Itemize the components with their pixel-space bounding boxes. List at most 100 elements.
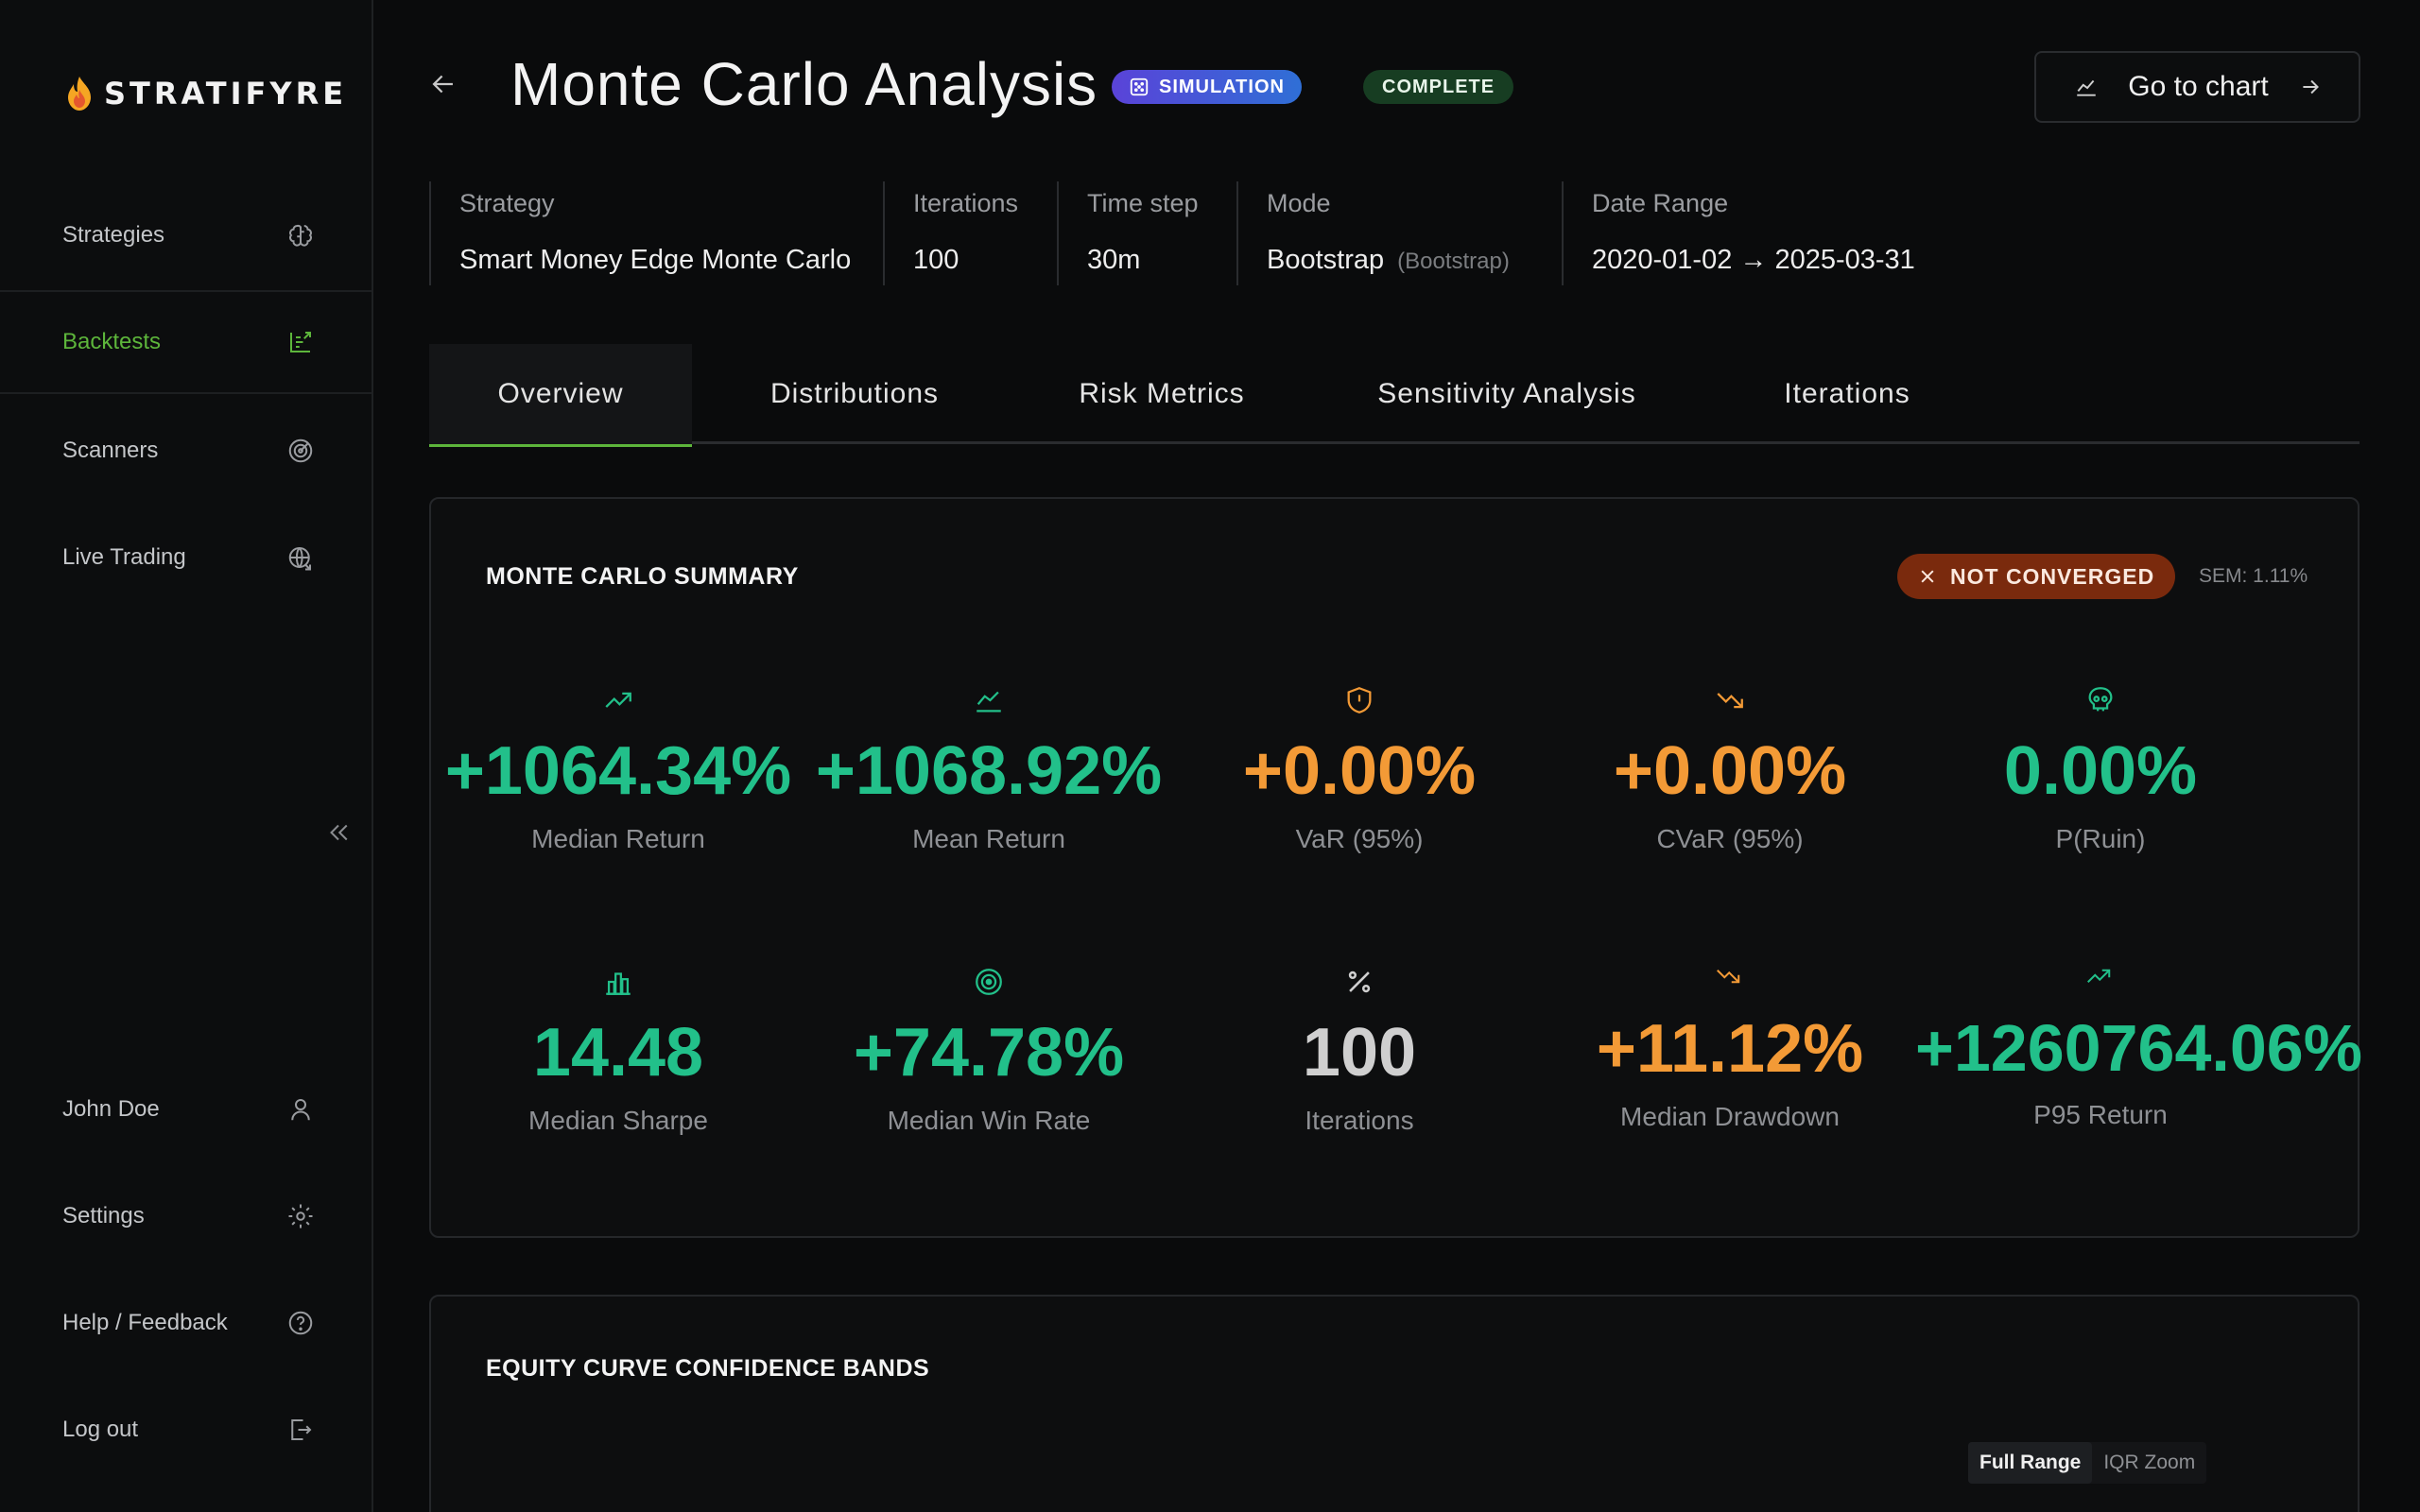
brain-icon — [286, 221, 315, 249]
target-icon — [973, 966, 1005, 998]
metric-median-sharpe: 14.48 Median Sharpe — [433, 966, 804, 1136]
sidebar-item-settings[interactable]: Settings — [0, 1164, 372, 1268]
simulation-badge-label: SIMULATION — [1159, 76, 1285, 97]
metric-label: Median Return — [531, 824, 705, 853]
sidebar-item-live-trading[interactable]: Live Trading — [0, 506, 372, 610]
sidebar-item-scanners[interactable]: Scanners — [0, 399, 372, 503]
percent-icon — [1343, 966, 1375, 998]
brand-logo[interactable]: STRATIFYRE — [62, 70, 347, 117]
monte-carlo-summary-card: MONTE CARLO SUMMARY NOT CONVERGED SEM: 1… — [429, 497, 2362, 1238]
metric-value: +74.78% — [853, 1015, 1125, 1091]
tab-risk-metrics[interactable]: Risk Metrics — [1079, 378, 1245, 409]
info-label: Iterations — [913, 189, 1019, 217]
metric-median-return: +1064.34% Median Return — [433, 684, 804, 854]
info-value: 2020-01-02 → 2025-03-31 — [1592, 245, 1915, 275]
sidebar-item-logout[interactable]: Log out — [0, 1378, 372, 1482]
convergence-badge: NOT CONVERGED — [1897, 554, 2176, 599]
info-value: 100 — [913, 245, 959, 275]
info-date-range: Date Range 2020-01-02 → 2025-03-31 — [1562, 181, 1959, 285]
info-value: 30m — [1087, 245, 1141, 275]
convergence-label: NOT CONVERGED — [1950, 563, 2155, 589]
metric-p-ruin: 0.00% P(Ruin) — [1915, 684, 2286, 854]
mode-subvalue: (Bootstrap) — [1397, 249, 1510, 274]
iqr-zoom-button[interactable]: IQR Zoom — [2103, 1452, 2196, 1473]
info-label: Date Range — [1592, 189, 1729, 217]
info-mode: Mode Bootstrap (Bootstrap) — [1236, 181, 1562, 285]
info-label: Mode — [1267, 189, 1331, 217]
metric-label: Median Drawdown — [1620, 1102, 1840, 1131]
sidebar-item-help[interactable]: Help / Feedback — [0, 1271, 372, 1375]
tab-sensitivity-analysis[interactable]: Sensitivity Analysis — [1377, 378, 1636, 409]
metric-value: +1068.92% — [815, 733, 1163, 809]
go-to-chart-button[interactable]: Go to chart — [2034, 51, 2360, 123]
card-title: MONTE CARLO SUMMARY — [486, 563, 799, 590]
metric-label: P95 Return — [2033, 1100, 2168, 1129]
sidebar-item-label: Help / Feedback — [62, 1310, 228, 1335]
tab-distributions[interactable]: Distributions — [769, 378, 940, 409]
metric-p95-return: +1260764.06% P95 Return — [1915, 962, 2362, 1130]
collapse-sidebar-icon[interactable] — [324, 818, 353, 847]
sidebar-item-strategies[interactable]: Strategies — [0, 183, 372, 287]
metric-value: +1064.34% — [444, 733, 792, 809]
dice-icon — [1129, 77, 1150, 97]
sidebar: STRATIFYRE Strategies Backtests Scanners… — [0, 0, 373, 1512]
sidebar-item-backtests[interactable]: Backtests — [0, 290, 372, 394]
arrow-right-icon — [2298, 75, 2323, 99]
tab-bar: Overview Distributions Risk Metrics Sens… — [429, 344, 2360, 447]
metric-value: +1260764.06% — [1915, 1011, 2362, 1085]
brand-name: STRATIFYRE — [104, 76, 348, 112]
globe-icon — [286, 543, 315, 572]
simulation-badge: SIMULATION — [1112, 70, 1302, 104]
sidebar-item-label: Live Trading — [62, 544, 186, 570]
info-timestep: Time step 30m — [1057, 181, 1236, 285]
metric-label: VaR (95%) — [1295, 824, 1424, 853]
info-label: Time step — [1087, 189, 1199, 217]
sidebar-item-label: John Doe — [62, 1096, 160, 1122]
tab-iterations[interactable]: Iterations — [1784, 378, 1910, 409]
help-icon — [286, 1309, 315, 1337]
sidebar-item-label: Strategies — [62, 222, 165, 248]
info-value: Smart Money Edge Monte Carlo — [459, 245, 852, 275]
info-iterations: Iterations 100 — [883, 181, 1057, 285]
metric-label: Iterations — [1305, 1106, 1414, 1135]
sem-value: SEM: 1.11% — [2199, 565, 2308, 587]
metric-value: +0.00% — [1613, 733, 1847, 809]
area-chart-icon — [973, 684, 1005, 716]
status-badge: COMPLETE — [1363, 70, 1514, 104]
metric-value: +0.00% — [1242, 733, 1477, 809]
full-range-button[interactable]: Full Range — [1968, 1442, 2093, 1484]
info-value: Bootstrap (Bootstrap) — [1267, 245, 1562, 276]
shield-icon — [1343, 684, 1375, 716]
metric-label: CVaR (95%) — [1656, 824, 1804, 853]
metric-median-drawdown: +11.12% Median Drawdown — [1545, 962, 1915, 1132]
metric-value: 0.00% — [2003, 733, 2198, 809]
equity-curve-card: EQUITY CURVE CONFIDENCE BANDS Full Range… — [429, 1295, 2360, 1512]
back-arrow-icon[interactable] — [427, 68, 459, 100]
trend-down-icon — [1714, 962, 1746, 994]
radar-icon — [286, 437, 315, 465]
metric-median-win-rate: +74.78% Median Win Rate — [804, 966, 1174, 1136]
metric-label: Median Win Rate — [887, 1106, 1091, 1135]
line-chart-icon — [2074, 75, 2099, 99]
metric-label: Median Sharpe — [528, 1106, 708, 1135]
card-title: EQUITY CURVE CONFIDENCE BANDS — [486, 1355, 930, 1382]
metric-value: 14.48 — [532, 1015, 704, 1091]
metric-mean-return: +1068.92% Mean Return — [804, 684, 1174, 854]
flame-icon — [62, 75, 96, 112]
trend-down-icon — [1714, 684, 1746, 716]
sidebar-item-profile[interactable]: John Doe — [0, 1057, 372, 1161]
tab-overview[interactable]: Overview — [429, 344, 692, 447]
trend-up-icon — [2084, 962, 2117, 994]
metric-iterations: 100 Iterations — [1174, 966, 1545, 1136]
page-title: Monte Carlo Analysis — [510, 50, 1098, 118]
sidebar-item-label: Log out — [62, 1417, 139, 1442]
metric-var-95: +0.00% VaR (95%) — [1174, 684, 1545, 854]
close-icon — [1918, 567, 1937, 586]
info-label: Strategy — [459, 189, 555, 217]
metric-value: +11.12% — [1596, 1011, 1864, 1087]
logout-icon — [286, 1416, 315, 1444]
metric-label: Mean Return — [912, 824, 1065, 853]
metric-cvar-95: +0.00% CVaR (95%) — [1545, 684, 1915, 854]
metric-label: P(Ruin) — [2055, 824, 2146, 853]
backtest-icon — [286, 328, 315, 356]
